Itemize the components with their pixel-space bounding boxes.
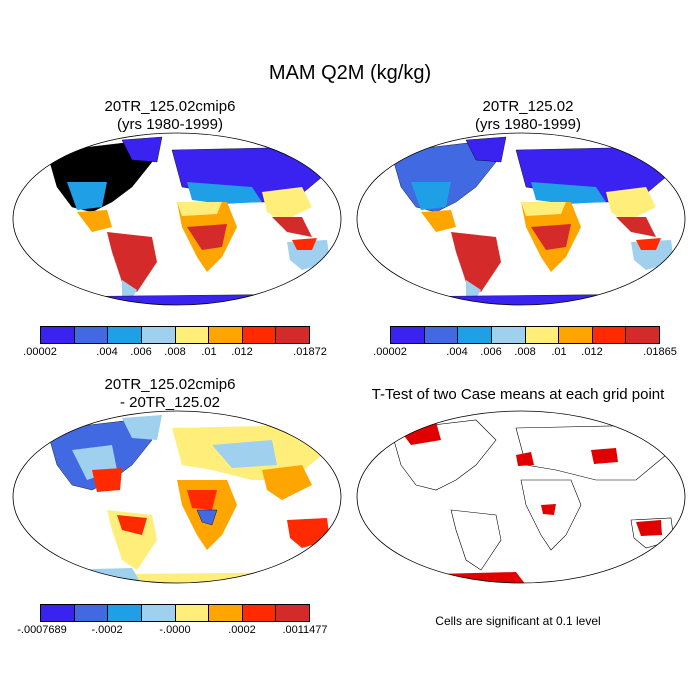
colorbar-segment xyxy=(209,327,243,343)
panel-title-bottom-right: T-Test of two Case means at each grid po… xyxy=(371,386,665,403)
tick-label: .004 xyxy=(446,346,468,358)
map-bottom-left xyxy=(12,410,342,584)
tick-label: .012 xyxy=(231,346,253,358)
panel-title-top-left-line1: 20TR_125.02cmip6 xyxy=(104,98,236,115)
colorbar-segment xyxy=(141,605,176,621)
panel-title-top-right-line1: 20TR_125.02 xyxy=(482,98,574,115)
map-top-left xyxy=(12,132,342,306)
panel-title-top-right-line2: (yrs 1980-1999) xyxy=(475,116,581,133)
panel-title-top-right: 20TR_125.02 (yrs 1980-1999) xyxy=(408,98,648,134)
tick-label: .008 xyxy=(164,346,186,358)
colorbar-segment xyxy=(74,605,109,621)
figure-title: MAM Q2M (kg/kg) xyxy=(268,62,432,84)
colorbar-segment xyxy=(491,327,526,343)
tick-label: .01 xyxy=(551,346,567,358)
colorbar-segment xyxy=(242,605,277,621)
colorbar-segment xyxy=(41,327,75,343)
tick-label: .01872 xyxy=(293,346,327,358)
colorbar-segment xyxy=(276,327,309,343)
colorbar-segment xyxy=(424,327,459,343)
tick-label: .01865 xyxy=(643,346,677,358)
tick-label: .006 xyxy=(480,346,502,358)
tick-label: .01 xyxy=(201,346,217,358)
colorbar-segment xyxy=(242,327,277,343)
tick-label: -.0000 xyxy=(159,624,191,636)
colorbar-segment xyxy=(592,327,627,343)
colorbar-segment xyxy=(74,327,109,343)
map-top-right xyxy=(356,132,686,306)
tick-label: .00002 xyxy=(373,346,407,358)
colorbar-top-right xyxy=(390,326,660,344)
colorbar-segment xyxy=(525,327,560,343)
tick-label: .008 xyxy=(514,346,536,358)
colorbar-segment xyxy=(141,327,176,343)
colorbar-segment xyxy=(175,605,210,621)
tick-label: .012 xyxy=(581,346,603,358)
colorbar-segment xyxy=(559,327,593,343)
tick-label: .0011477 xyxy=(282,624,328,636)
colorbar-segment xyxy=(175,327,210,343)
map-bottom-right xyxy=(356,410,686,584)
colorbar-segment xyxy=(626,327,659,343)
colorbar-segment xyxy=(458,327,492,343)
tick-label: -.0002 xyxy=(91,624,123,636)
significance-note: Cells are significant at 0.1 level xyxy=(435,614,601,628)
colorbar-bottom-left xyxy=(40,604,310,622)
colorbar-segment xyxy=(108,327,142,343)
tick-label: .0002 xyxy=(228,624,256,636)
colorbar-segment xyxy=(391,327,425,343)
panel-title-bottom-left-line2: - 20TR_125.02 xyxy=(119,394,221,411)
tick-label: .00002 xyxy=(23,346,57,358)
tick-label: .004 xyxy=(96,346,118,358)
panel-title-bottom-left: 20TR_125.02cmip6 - 20TR_125.02 xyxy=(50,376,290,412)
colorbar-segment xyxy=(276,605,309,621)
colorbar-segment xyxy=(209,605,243,621)
colorbar-segment xyxy=(41,605,75,621)
panel-title-top-left-line2: (yrs 1980-1999) xyxy=(117,116,223,133)
tick-label: .006 xyxy=(130,346,152,358)
tick-label: -.0007689 xyxy=(17,624,67,636)
colorbar-segment xyxy=(108,605,142,621)
colorbar-top-left xyxy=(40,326,310,344)
panel-title-bottom-left-line1: 20TR_125.02cmip6 xyxy=(104,376,236,393)
panel-title-top-left: 20TR_125.02cmip6 (yrs 1980-1999) xyxy=(50,98,290,134)
